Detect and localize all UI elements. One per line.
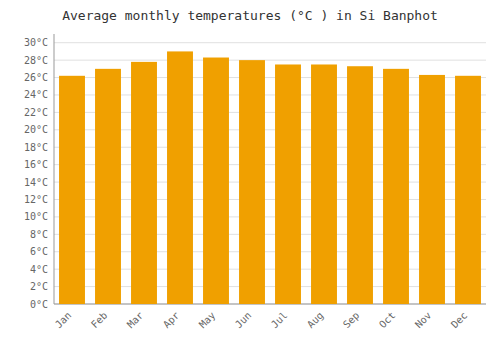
grid-line [54,42,486,43]
x-tick-label: Oct [377,310,398,331]
bar [275,64,301,304]
x-tick-label: Sep [341,310,362,331]
y-tick-label: 2°C [30,281,48,292]
y-tick-label: 30°C [24,37,48,48]
y-tick-label: 16°C [24,159,48,170]
x-tick-label: Aug [305,310,326,331]
x-tick-label: Jul [269,310,290,331]
y-axis: 0°C 2°C 4°C 6°C 8°C 10°C 12°C 14°C 16°C 18°C 20°C 2… [24,37,486,309]
bar [347,66,373,304]
x-tick-label: Apr [161,310,182,331]
x-tick-label: Dec [449,310,470,331]
y-tick-label: 0°C [30,299,48,310]
y-tick-label: 8°C [30,229,48,240]
grid-line [54,60,486,61]
bar [311,64,337,304]
y-tick-label: 10°C [24,211,48,222]
x-tick-label: Feb [89,310,110,331]
x-tick-label: May [197,310,218,331]
bar [203,58,229,304]
bars [59,51,481,304]
x-tick-label: Mar [125,310,146,331]
y-tick-label: 6°C [30,246,48,257]
x-tick-label: Nov [413,310,434,331]
chart: Average monthly temperatures (°C ) in Si… [0,0,500,350]
bar [131,62,157,304]
bar [419,75,445,304]
y-tick-label: 20°C [24,124,48,135]
bar [239,60,265,304]
y-tick-label: 18°C [24,142,48,153]
y-tick-label: 22°C [24,107,48,118]
y-tick-label: 26°C [24,72,48,83]
x-axis: Jan Feb Mar Apr May Jun Jul Aug Sep Oct Nov Dec [53,310,470,331]
bar [167,51,193,304]
y-tick-label: 4°C [30,264,48,275]
x-tick-label: Jun [233,310,254,331]
y-tick-label: 28°C [24,55,48,66]
y-tick-label: 14°C [24,177,48,188]
y-tick-label: 24°C [24,89,48,100]
title: Average monthly temperatures (°C ) in Si… [62,8,438,23]
x-tick-label: Jan [53,310,74,331]
bar [455,76,481,304]
bar [383,69,409,304]
bar [59,76,85,304]
y-tick-label: 12°C [24,194,48,205]
bar [95,69,121,304]
y-axis-line [54,34,55,304]
